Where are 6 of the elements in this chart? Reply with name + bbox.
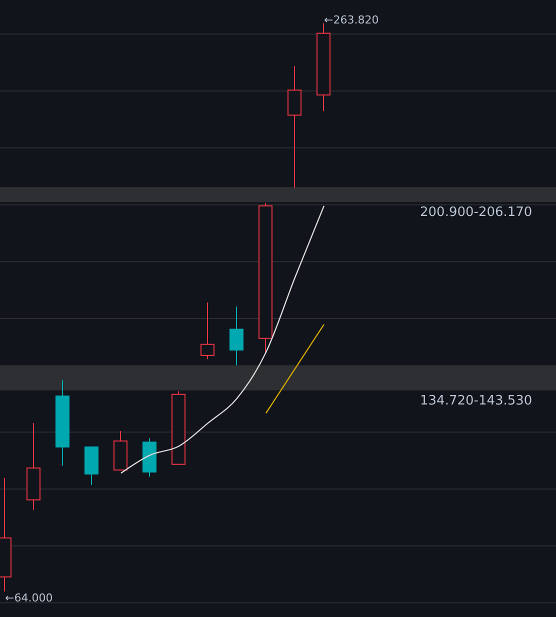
annotation: ←64.000 — [4, 591, 53, 604]
band-label: 134.720-143.530 — [420, 393, 532, 408]
candlestick — [229, 306, 244, 366]
candlestick — [200, 302, 214, 360]
annotation: ←263.820 — [324, 13, 379, 26]
band-label: 200.900-206.170 — [420, 205, 532, 220]
